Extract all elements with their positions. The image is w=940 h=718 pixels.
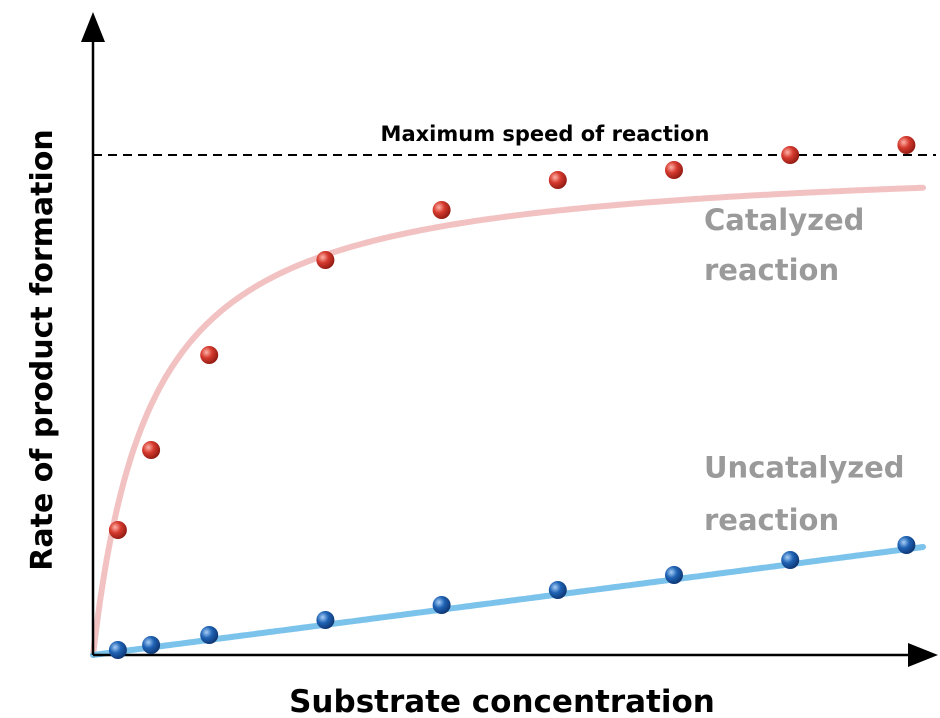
series-1-point [432,596,451,614]
series-0-point [897,136,916,154]
y-axis-title: Rate of product formation [25,129,60,570]
series-1-point [108,641,127,659]
series-labels: Catalyzed reaction Uncatalyzed reaction [704,203,905,537]
series-1-label-line-1: reaction [704,503,839,537]
series-0-point [316,251,335,269]
series-1-point [665,566,683,584]
series-1-point [316,611,335,629]
series-1-point [781,551,800,569]
x-axis [93,643,938,667]
x-axis-title: Substrate concentration [289,684,715,718]
series-0-point [665,161,683,179]
series-0-point [432,201,451,219]
series-1-point [548,581,567,599]
y-axis-arrow-icon [81,12,105,42]
series-1-point [897,536,916,554]
series-0-label-line-1: reaction [704,253,839,287]
series-0-curve [90,184,926,658]
maximum-speed-label: Maximum speed of reaction [381,122,710,146]
series-0-label-line-0: Catalyzed [704,203,864,237]
series-0-point [781,146,800,164]
series-0-point [142,441,161,459]
series-0-point [108,521,127,539]
data-points [108,136,916,659]
series-1-point [142,636,161,654]
series-0-point [548,171,567,189]
x-axis-arrow-icon [908,643,938,667]
y-axis [81,12,105,655]
series-1-label-line-0: Uncatalyzed [704,451,905,485]
series-0-point [200,346,219,364]
series-1-point [200,626,219,644]
